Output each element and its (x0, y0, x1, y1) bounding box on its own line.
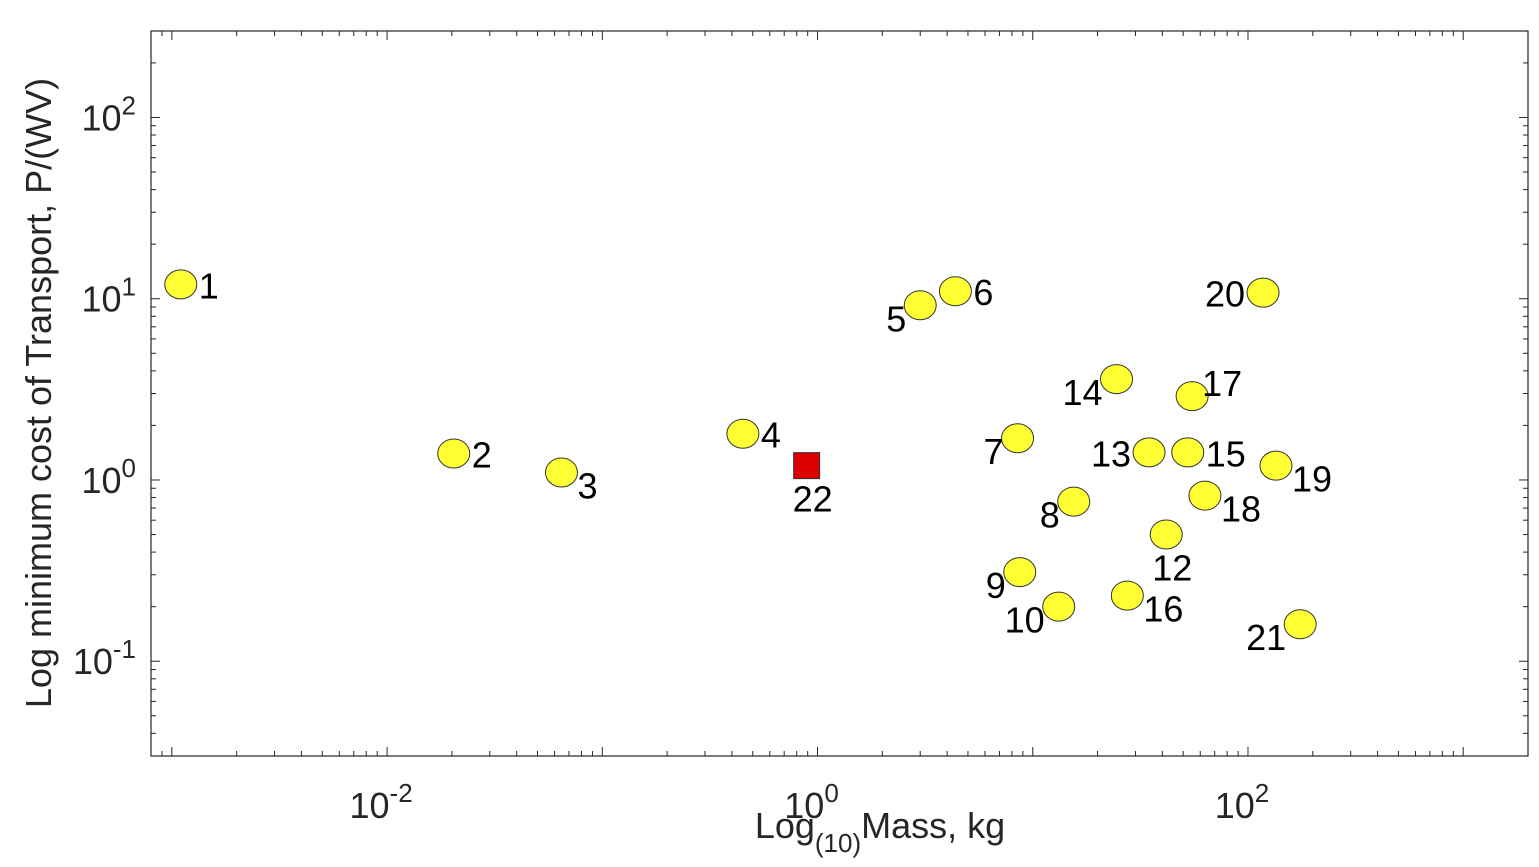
data-point (1057, 486, 1091, 517)
data-point (164, 269, 198, 300)
data-point-label: 19 (1292, 459, 1332, 500)
y-axis-label: Log minimum cost of Transport, P/(WV) (18, 78, 59, 708)
data-point-label: 15 (1206, 433, 1246, 474)
y-tick-label: 101 (81, 272, 136, 320)
data-point (1042, 591, 1076, 622)
data-point (1171, 437, 1205, 468)
data-point (1283, 609, 1317, 640)
x-tick-label: 10-2 (349, 778, 412, 826)
x-tick-label: 102 (1215, 778, 1270, 826)
y-tick-labels: 10-1 100 101 102 (73, 90, 136, 682)
data-point-label: 3 (577, 465, 597, 506)
plot-area (150, 30, 1529, 757)
y-tick-label: 100 (81, 453, 136, 501)
data-point-label: 16 (1143, 589, 1183, 630)
x-axis-label-prefix: Log (755, 805, 815, 846)
y-tick-label: 10-1 (73, 634, 136, 682)
data-point-label: 8 (1040, 495, 1060, 536)
data-point (544, 457, 578, 488)
data-point-label: 17 (1202, 363, 1242, 404)
data-point (1110, 580, 1144, 611)
x-axis-label-suffix: Mass, kg (861, 805, 1005, 846)
data-point-label: 2 (472, 434, 492, 475)
data-point-label: 22 (793, 479, 833, 520)
data-point-label: 13 (1091, 433, 1131, 474)
x-axis-label: Log(10)Mass, kg (755, 805, 1005, 858)
data-markers (164, 269, 1317, 640)
data-point (726, 418, 760, 449)
x-tick-labels: 10-2 100 102 (349, 778, 1269, 826)
minor-ticks (150, 30, 1529, 757)
data-point-label: 1 (199, 265, 219, 306)
data-point-label: 6 (973, 272, 993, 313)
major-ticks (151, 31, 1528, 756)
data-point (1003, 557, 1037, 588)
data-point-label: 4 (761, 415, 781, 456)
data-point (1259, 450, 1293, 481)
data-point-label: 14 (1062, 372, 1102, 413)
data-point-label: 12 (1152, 548, 1192, 589)
data-point-label: 9 (986, 565, 1006, 606)
data-point-label: 7 (984, 431, 1004, 472)
data-point-square (793, 452, 821, 480)
data-point (938, 276, 972, 307)
x-tick-label: 100 (784, 778, 839, 826)
data-point-label: 20 (1205, 274, 1245, 315)
data-point (1246, 277, 1280, 308)
data-point (1001, 423, 1035, 454)
data-point-label: 5 (886, 298, 906, 339)
data-point (1188, 480, 1222, 511)
data-point (437, 438, 471, 469)
data-point-label: 21 (1246, 617, 1286, 658)
data-point (1149, 519, 1183, 550)
y-tick-label: 102 (81, 90, 136, 138)
data-point (1132, 437, 1166, 468)
x-axis-label-subscript: (10) (815, 828, 861, 858)
data-point (1175, 381, 1209, 412)
data-point-label: 18 (1221, 489, 1261, 530)
data-point (1100, 364, 1134, 395)
data-point (903, 290, 937, 321)
data-point-label: 10 (1005, 600, 1045, 641)
